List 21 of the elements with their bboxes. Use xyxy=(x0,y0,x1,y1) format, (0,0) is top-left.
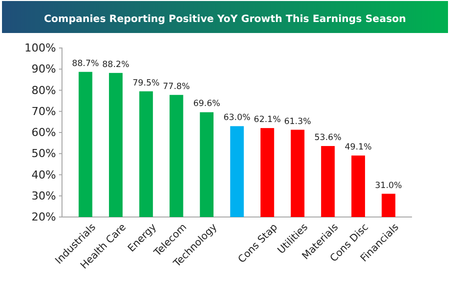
data-label: 88.2% xyxy=(102,60,130,70)
data-label: 31.0% xyxy=(375,180,402,191)
y-tick-label: 20% xyxy=(32,210,56,224)
data-label: 79.5% xyxy=(132,78,160,88)
chart-title: Companies Reporting Positive YoY Growth This Earnings Season xyxy=(44,14,406,25)
data-label: 63.0% xyxy=(223,113,251,124)
y-tick-label: 80% xyxy=(32,84,56,97)
y-tick-label: 40% xyxy=(32,168,56,182)
y-tick-label: 50% xyxy=(32,147,56,160)
data-label: 49.1% xyxy=(344,142,372,153)
data-label: 62.1% xyxy=(254,115,281,126)
y-tick-label: 100% xyxy=(24,42,56,55)
data-label: 53.6% xyxy=(314,133,342,144)
y-tick-label: 70% xyxy=(32,104,56,118)
data-label: 69.6% xyxy=(193,99,220,110)
data-label: 61.3% xyxy=(284,116,312,127)
y-tick-label: 30% xyxy=(32,189,56,202)
data-label: 77.8% xyxy=(162,82,190,92)
data-label: 88.7% xyxy=(72,58,99,69)
y-tick-label: 60% xyxy=(32,126,56,140)
y-tick-label: 90% xyxy=(32,62,56,76)
